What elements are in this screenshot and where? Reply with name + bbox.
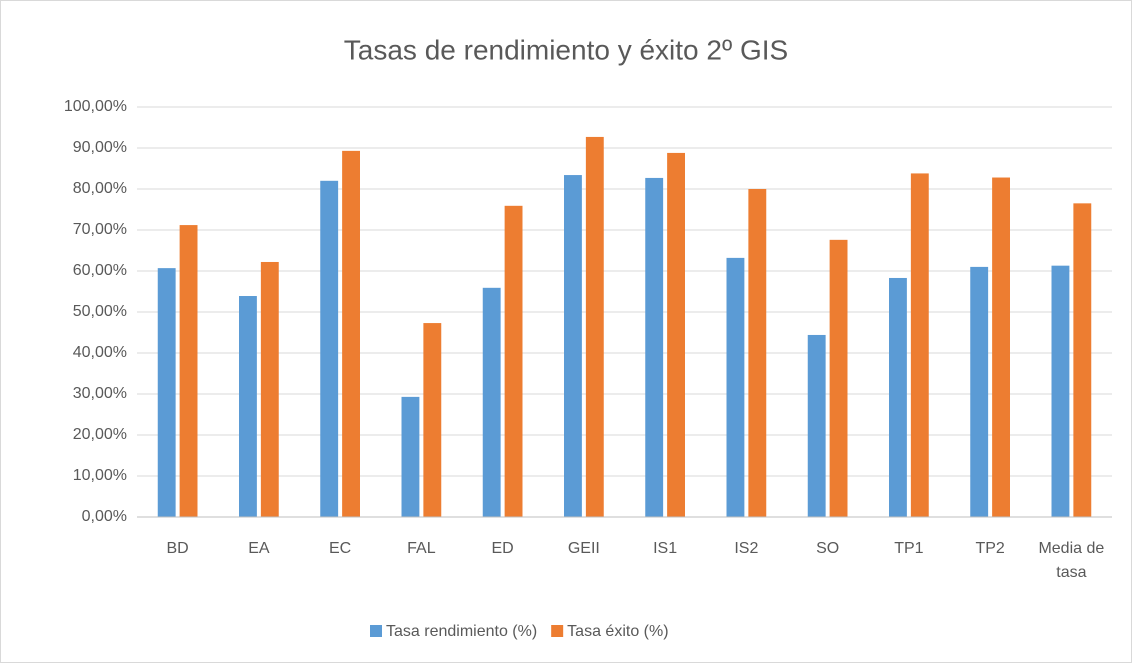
y-tick-label: 0,00% [82, 508, 127, 525]
y-tick-label: 60,00% [73, 262, 127, 279]
bar [482, 287, 501, 517]
y-tick-label: 10,00% [73, 467, 127, 484]
legend-label: Tasa rendimiento (%) [386, 623, 537, 640]
x-tick-label: IS1 [653, 540, 677, 557]
bar [342, 150, 360, 517]
y-tick-label: 80,00% [73, 180, 127, 197]
legend-label: Tasa éxito (%) [567, 623, 668, 640]
legend-swatch [551, 625, 564, 637]
chart-title: Tasas de rendimiento y éxito 2º GIS [344, 34, 788, 65]
bar [239, 296, 257, 517]
y-tick-label: 20,00% [73, 426, 127, 443]
x-tick-label: EA [248, 540, 270, 557]
x-tick-label: BD [167, 540, 189, 557]
bar [423, 323, 442, 517]
y-tick-label: 70,00% [73, 221, 127, 238]
x-tick-label: GEII [568, 540, 600, 557]
bar [667, 152, 685, 518]
bar [320, 180, 339, 518]
bar [179, 225, 198, 517]
bar [726, 257, 745, 517]
bar [1073, 203, 1092, 517]
bar [1051, 265, 1070, 517]
y-tick-label: 100,00% [64, 98, 127, 115]
y-tick-label: 40,00% [73, 344, 127, 361]
bar [748, 189, 767, 517]
bar [157, 268, 176, 517]
bar [585, 136, 604, 517]
legend-swatch [370, 625, 382, 637]
bar [645, 177, 664, 517]
bar [564, 175, 582, 517]
x-tick-label: IS2 [734, 540, 758, 557]
bar [829, 239, 848, 517]
x-tick-label: SO [816, 540, 839, 557]
y-tick-label: 30,00% [73, 385, 127, 402]
x-tick-label: Media de tasa [1038, 540, 1104, 581]
x-tick-label: FAL [407, 540, 436, 557]
x-tick-label: EC [329, 540, 351, 557]
bar [910, 173, 929, 518]
y-tick-label: 90,00% [73, 139, 127, 156]
bar [889, 277, 907, 517]
x-tick-label: TP1 [894, 540, 923, 557]
bar [504, 205, 523, 517]
x-tick-label: ED [492, 540, 514, 557]
bar [992, 177, 1010, 517]
bar [807, 334, 826, 517]
bar [970, 266, 989, 517]
bar [401, 396, 420, 517]
bar [260, 261, 279, 517]
y-tick-label: 50,00% [73, 303, 127, 320]
x-tick-label: TP2 [975, 540, 1004, 557]
